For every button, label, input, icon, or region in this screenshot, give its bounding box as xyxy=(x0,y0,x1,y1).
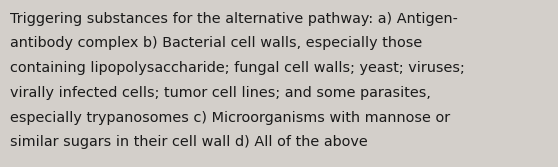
Text: antibody complex b) Bacterial cell walls, especially those: antibody complex b) Bacterial cell walls… xyxy=(10,36,422,50)
Text: virally infected cells; tumor cell lines; and some parasites,: virally infected cells; tumor cell lines… xyxy=(10,86,431,100)
Text: especially trypanosomes c) Microorganisms with mannose or: especially trypanosomes c) Microorganism… xyxy=(10,111,450,125)
Text: Triggering substances for the alternative pathway: a) Antigen-: Triggering substances for the alternativ… xyxy=(10,12,458,26)
Text: similar sugars in their cell wall d) All of the above: similar sugars in their cell wall d) All… xyxy=(10,135,368,149)
Text: containing lipopolysaccharide; fungal cell walls; yeast; viruses;: containing lipopolysaccharide; fungal ce… xyxy=(10,61,465,75)
